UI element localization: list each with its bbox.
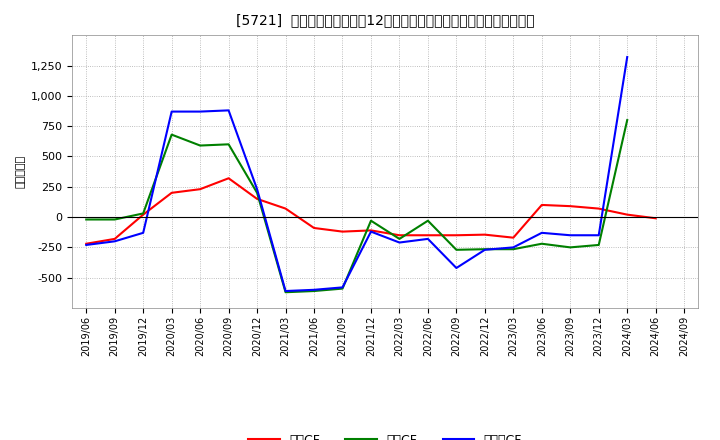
営業CF <box>595 206 603 211</box>
フリーCF <box>537 230 546 235</box>
営業CF <box>366 228 375 233</box>
Legend: 営業CF, 投資CF, フリーCF: 営業CF, 投資CF, フリーCF <box>243 429 527 440</box>
フリーCF <box>282 288 290 293</box>
営業CF <box>196 187 204 192</box>
投資CF <box>110 217 119 222</box>
営業CF <box>338 229 347 234</box>
営業CF <box>282 206 290 211</box>
Y-axis label: （百万円）: （百万円） <box>15 155 25 188</box>
フリーCF <box>423 236 432 242</box>
営業CF <box>310 225 318 231</box>
営業CF <box>509 235 518 240</box>
投資CF <box>167 132 176 137</box>
投資CF <box>623 117 631 123</box>
Line: 投資CF: 投資CF <box>86 120 627 292</box>
フリーCF <box>452 265 461 271</box>
営業CF <box>652 216 660 221</box>
投資CF <box>366 218 375 224</box>
フリーCF <box>196 109 204 114</box>
フリーCF <box>310 287 318 293</box>
フリーCF <box>480 247 489 253</box>
営業CF <box>253 196 261 202</box>
営業CF <box>480 232 489 237</box>
フリーCF <box>110 238 119 244</box>
投資CF <box>595 242 603 248</box>
投資CF <box>196 143 204 148</box>
フリーCF <box>366 229 375 234</box>
フリーCF <box>338 285 347 290</box>
営業CF <box>623 212 631 217</box>
フリーCF <box>595 233 603 238</box>
営業CF <box>537 202 546 208</box>
営業CF <box>139 212 148 217</box>
Title: [5721]  キャッシュフローの12か月移動合計の対前年同期増減額の推移: [5721] キャッシュフローの12か月移動合計の対前年同期増減額の推移 <box>236 13 534 27</box>
フリーCF <box>623 55 631 60</box>
フリーCF <box>225 108 233 113</box>
投資CF <box>82 217 91 222</box>
投資CF <box>423 218 432 224</box>
投資CF <box>225 142 233 147</box>
投資CF <box>395 236 404 242</box>
投資CF <box>537 241 546 246</box>
投資CF <box>452 247 461 253</box>
フリーCF <box>82 242 91 248</box>
投資CF <box>338 286 347 291</box>
Line: 営業CF: 営業CF <box>86 178 656 244</box>
投資CF <box>310 288 318 293</box>
営業CF <box>167 190 176 195</box>
フリーCF <box>509 245 518 250</box>
営業CF <box>82 241 91 246</box>
投資CF <box>139 211 148 216</box>
フリーCF <box>566 233 575 238</box>
営業CF <box>395 233 404 238</box>
投資CF <box>509 246 518 252</box>
投資CF <box>480 246 489 252</box>
営業CF <box>225 176 233 181</box>
フリーCF <box>139 230 148 235</box>
投資CF <box>566 245 575 250</box>
投資CF <box>282 290 290 295</box>
営業CF <box>566 204 575 209</box>
営業CF <box>452 233 461 238</box>
フリーCF <box>395 240 404 245</box>
Line: フリーCF: フリーCF <box>86 57 627 291</box>
フリーCF <box>167 109 176 114</box>
営業CF <box>423 233 432 238</box>
営業CF <box>110 236 119 242</box>
投資CF <box>253 190 261 195</box>
フリーCF <box>253 187 261 192</box>
